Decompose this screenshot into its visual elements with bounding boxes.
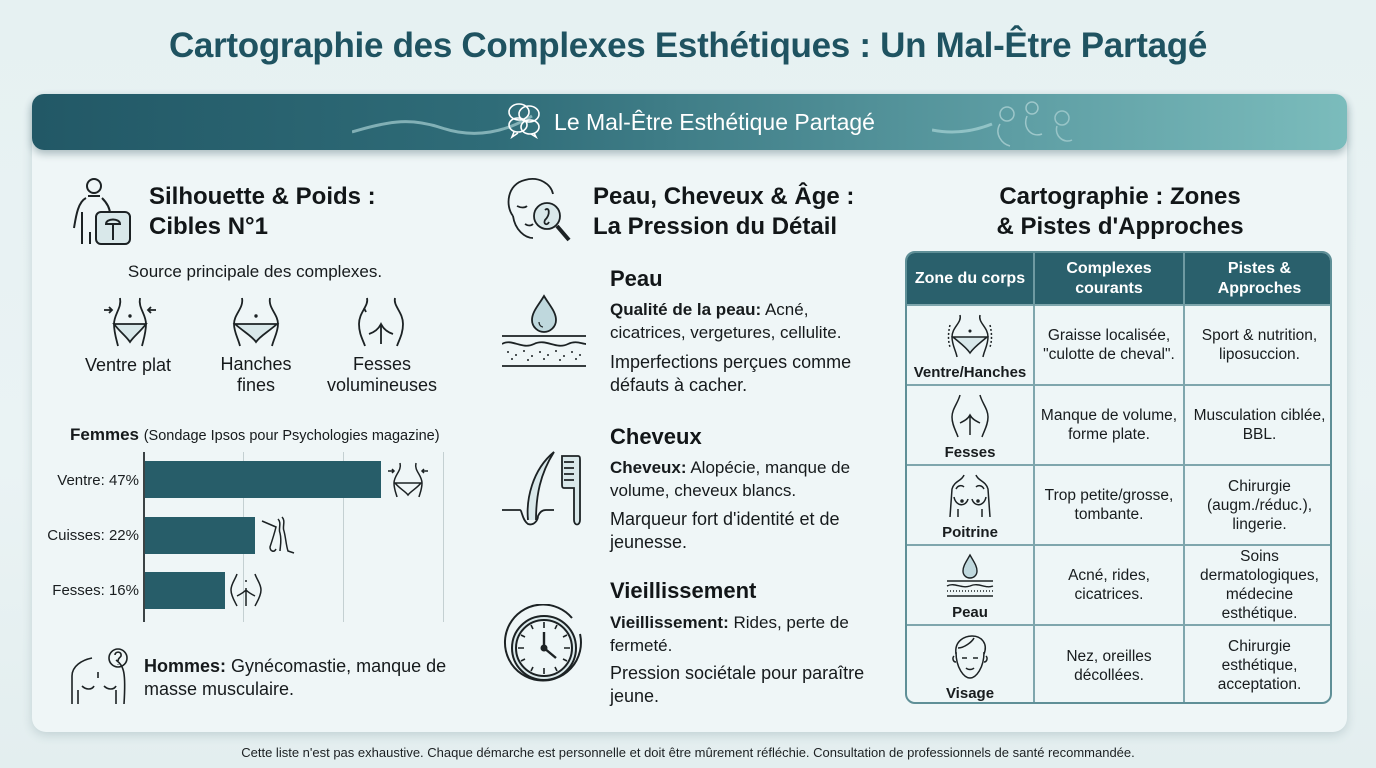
column3-title-line1: Cartographie : Zones bbox=[999, 183, 1241, 210]
table-row: Peau Acné, rides, cicatrices. Soins derm… bbox=[907, 544, 1330, 625]
column1-title-line2: Cibles N°1 bbox=[149, 213, 268, 240]
approches-cell: Musculation ciblée, BBL. bbox=[1184, 384, 1330, 465]
gridline-60 bbox=[443, 452, 444, 622]
zone-cell: Visage bbox=[907, 624, 1035, 702]
vieillissement-text: Rides, perte de fermeté. bbox=[610, 613, 849, 655]
column2-title-line2: La Pression du Détail bbox=[593, 213, 838, 240]
vieillissement-note: Pression sociétale pour paraître jeune. bbox=[610, 663, 865, 706]
ideal-label-1: Hanches fines bbox=[220, 354, 292, 395]
wave-decoration-left bbox=[352, 114, 533, 135]
cheveux-description: Cheveux: Alopécie, manque de volume, che… bbox=[610, 456, 880, 502]
cheveux-label: Cheveux: bbox=[610, 458, 687, 477]
header-zone: Zone du corps bbox=[907, 253, 1035, 305]
hair-comb-icon bbox=[502, 450, 588, 532]
peau-note: Imperfections perçues comme défauts à ca… bbox=[610, 352, 852, 395]
peau-description: Qualité de la peau: Acné, cicatrices, ve… bbox=[610, 298, 880, 344]
complexes-cell: Manque de volume, forme plate. bbox=[1034, 384, 1185, 465]
table-row: Ventre/Hanches Graisse localisée, "culot… bbox=[907, 304, 1330, 385]
header-approches: Pistes & Approches bbox=[1184, 253, 1330, 305]
gridline-40 bbox=[343, 452, 344, 622]
face-magnifier-icon bbox=[503, 176, 577, 246]
approches-cell: Chirurgie (augm./réduc.), lingerie. bbox=[1184, 464, 1330, 545]
zone-cell: Fesses bbox=[907, 384, 1035, 465]
flat-belly-icon bbox=[388, 461, 428, 499]
complexes-cell: Trop petite/grosse, tombante. bbox=[1034, 464, 1185, 545]
banner: Le Mal-Être Esthétique Partagé bbox=[32, 94, 1347, 150]
flat-belly-icon bbox=[104, 296, 156, 348]
cheveux-text: Alopécie, manque de volume, cheveux blan… bbox=[610, 458, 851, 500]
cheveux-note: Marqueur fort d'identité et de jeunesse. bbox=[610, 509, 840, 552]
chart-axis bbox=[143, 452, 145, 622]
column1-title-line1: Silhouette & Poids : bbox=[149, 183, 376, 210]
legs-icon bbox=[260, 515, 296, 555]
zone-cell: Ventre/Hanches bbox=[907, 304, 1035, 385]
zone-name: Ventre/Hanches bbox=[913, 364, 1027, 381]
buttocks-icon bbox=[229, 572, 263, 608]
clock-icon bbox=[502, 604, 586, 688]
footer-disclaimer: Cette liste n'est pas exhaustive. Chaque… bbox=[241, 745, 1135, 760]
zones-table: Zone du corps Complexes courants Pistes … bbox=[905, 251, 1332, 704]
peau-label: Qualité de la peau: bbox=[610, 300, 762, 319]
male-torso-question-icon bbox=[68, 646, 132, 708]
men-label: Hommes: bbox=[144, 656, 227, 676]
face-icon bbox=[950, 634, 990, 685]
bar-label-fesses: Fesses: 16% bbox=[52, 582, 139, 599]
zone-name: Fesses bbox=[944, 444, 996, 461]
person-scale-icon bbox=[68, 176, 134, 246]
zone-cell: Poitrine bbox=[907, 464, 1035, 545]
vieillissement-label: Vieillissement: bbox=[610, 613, 729, 632]
vieillissement-description: Vieillissement: Rides, perte de fermeté. bbox=[610, 611, 880, 657]
bar-fesses bbox=[145, 572, 225, 609]
column1-subtitle: Source principale des complexes. bbox=[127, 262, 383, 281]
belly-hips-icon bbox=[946, 313, 994, 364]
section-heading-peau: Peau bbox=[610, 266, 663, 291]
table-header-row: Zone du corps Complexes courants Pistes … bbox=[907, 253, 1330, 305]
column3-title: Cartographie : Zones & Pistes d'Approche… bbox=[960, 182, 1280, 242]
complexes-cell: Nez, oreilles décollées. bbox=[1034, 624, 1185, 702]
section-heading-cheveux: Cheveux bbox=[610, 424, 702, 449]
bar-label-cuisses: Cuisses: 22% bbox=[47, 527, 139, 544]
men-description: Hommes: Gynécomastie, manque de masse mu… bbox=[144, 655, 464, 701]
page-title: Cartographie des Complexes Esthétiques :… bbox=[168, 26, 1208, 65]
ideal-label-0: Ventre plat bbox=[84, 355, 172, 375]
chart-title-bold: Femmes bbox=[70, 425, 139, 444]
zone-name: Peau bbox=[952, 604, 988, 621]
zone-name: Poitrine bbox=[942, 524, 998, 541]
column2-title-line1: Peau, Cheveux & Âge : bbox=[593, 183, 855, 210]
slim-hips-icon bbox=[230, 296, 282, 348]
bar-ventre bbox=[145, 461, 381, 498]
column1-title: Silhouette & Poids : Cibles N°1 bbox=[149, 182, 376, 242]
buttocks-icon bbox=[355, 296, 407, 348]
table-row: Poitrine Trop petite/grosse, tombante. C… bbox=[907, 464, 1330, 545]
header-complexes: Complexes courants bbox=[1034, 253, 1185, 305]
skin-drop-icon bbox=[502, 292, 586, 372]
banner-title: Le Mal-Être Esthétique Partagé bbox=[554, 108, 875, 135]
chart-title-source: (Sondage Ipsos pour Psychologies magazin… bbox=[143, 428, 440, 444]
zone-name: Visage bbox=[945, 684, 995, 702]
section-heading-vieillissement: Vieillissement bbox=[610, 578, 757, 603]
complexes-cell: Acné, rides, cicatrices. bbox=[1034, 544, 1185, 625]
men-text: Gynécomastie, manque de masse musculaire… bbox=[144, 656, 447, 699]
chart-title: Femmes (Sondage Ipsos pour Psychologies … bbox=[70, 423, 440, 448]
approches-cell: Chirurgie esthétique, acceptation. bbox=[1184, 624, 1330, 702]
buttocks-icon bbox=[948, 393, 992, 444]
chest-icon bbox=[946, 473, 994, 524]
ideal-label-2: Fesses volumineuses bbox=[326, 354, 438, 395]
table-row: Visage Nez, oreilles décollées. Chirurgi… bbox=[907, 624, 1330, 702]
skin-drop-icon bbox=[945, 553, 995, 604]
bar-cuisses bbox=[145, 517, 255, 554]
wave-decoration-right bbox=[932, 101, 1073, 147]
speech-bubbles-icon bbox=[504, 99, 544, 145]
zone-cell: Peau bbox=[907, 544, 1035, 625]
approches-cell: Soins dermatologiques, médecine esthétiq… bbox=[1184, 544, 1330, 625]
table-row: Fesses Manque de volume, forme plate. Mu… bbox=[907, 384, 1330, 465]
bar-label-ventre: Ventre: 47% bbox=[57, 472, 139, 489]
complexes-cell: Graisse localisée, "culotte de cheval". bbox=[1034, 304, 1185, 385]
column2-title: Peau, Cheveux & Âge : La Pression du Dét… bbox=[593, 182, 854, 242]
peau-text: Acné, cicatrices, vergetures, cellulite. bbox=[610, 300, 842, 342]
column3-title-line2: & Pistes d'Approches bbox=[996, 213, 1244, 240]
approches-cell: Sport & nutrition, liposuccion. bbox=[1184, 304, 1330, 385]
